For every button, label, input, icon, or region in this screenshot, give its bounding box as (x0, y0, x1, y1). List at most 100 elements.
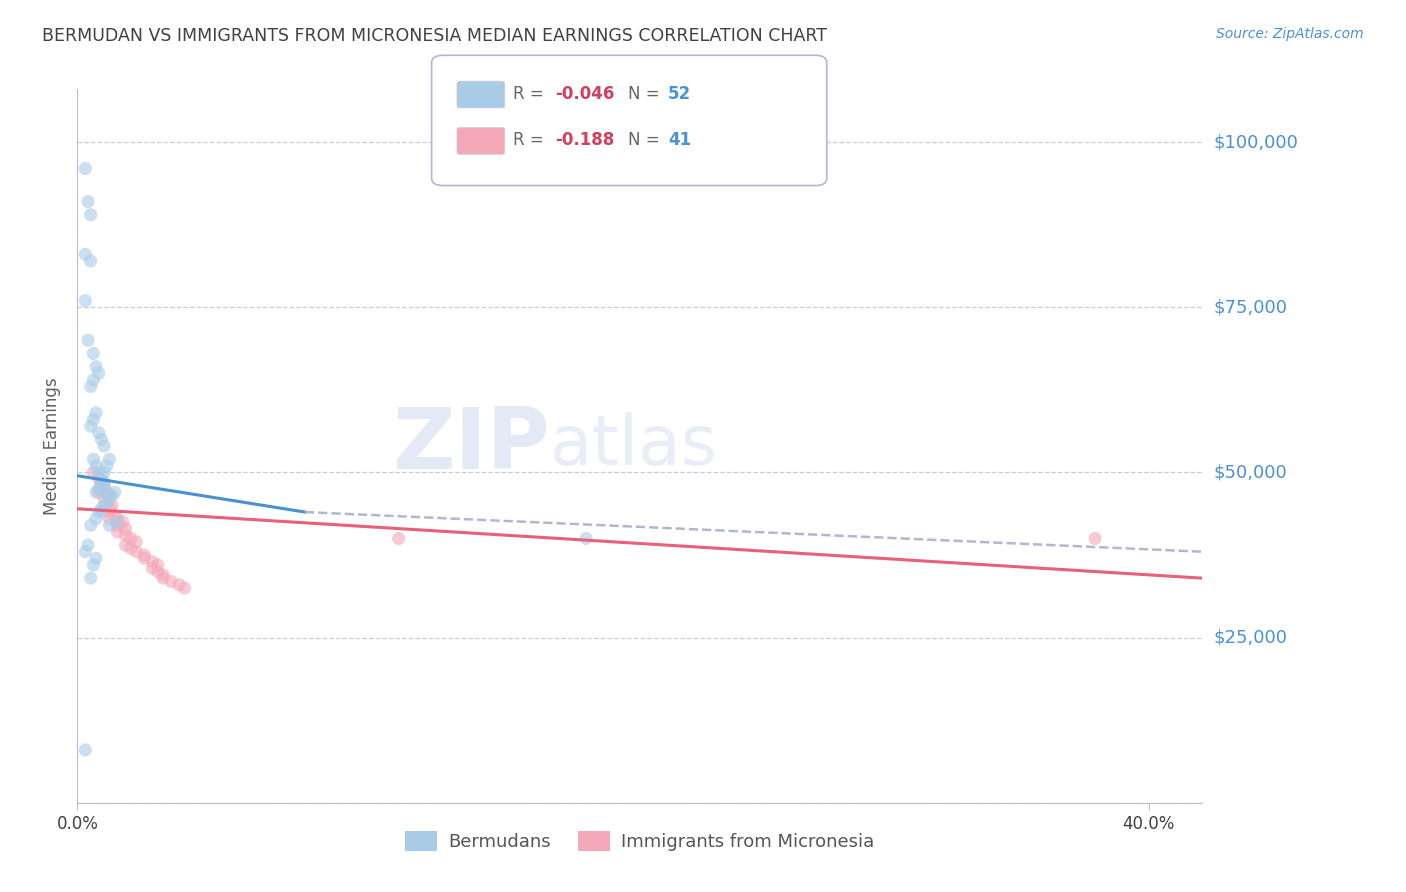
Point (90, 433, 112, 447)
Point (98, 452, 121, 467)
Point (120, 532, 142, 546)
Point (146, 565, 169, 579)
Point (82, 412, 104, 426)
Point (93, 466, 115, 480)
Point (96, 485, 118, 500)
Point (80, 254, 103, 268)
Point (90, 501, 112, 516)
Point (93, 475, 115, 490)
Point (107, 524, 129, 539)
Point (82, 452, 104, 467)
Point (111, 515, 134, 529)
Point (134, 548, 156, 562)
Text: -0.188: -0.188 (555, 131, 614, 149)
Text: BERMUDAN VS IMMIGRANTS FROM MICRONESIA MEDIAN EARNINGS CORRELATION CHART: BERMUDAN VS IMMIGRANTS FROM MICRONESIA M… (42, 27, 827, 45)
Point (141, 555, 163, 569)
Point (134, 551, 156, 566)
Point (107, 515, 129, 529)
Point (84, 511, 107, 525)
Point (75, 293, 97, 308)
Text: N =: N = (628, 85, 665, 103)
Point (1084, 532, 1107, 546)
Point (114, 528, 136, 542)
Text: $50,000: $50,000 (1213, 464, 1286, 482)
Point (93, 478, 115, 492)
Point (87, 485, 110, 500)
Point (93, 505, 115, 519)
Point (107, 518, 129, 533)
Point (96, 458, 118, 473)
Point (84, 551, 107, 566)
Text: atlas: atlas (550, 412, 717, 480)
Legend: Bermudans, Immigrants from Micronesia: Bermudans, Immigrants from Micronesia (398, 823, 882, 858)
Point (84, 359, 107, 374)
Point (152, 567, 174, 582)
Point (82, 558, 104, 572)
Point (80, 379, 103, 393)
Text: 41: 41 (668, 131, 690, 149)
Point (114, 538, 136, 552)
Point (98, 489, 121, 503)
Point (388, 532, 411, 546)
Point (93, 439, 115, 453)
Point (146, 558, 169, 572)
Point (80, 571, 103, 585)
Point (84, 458, 107, 473)
Point (98, 491, 121, 506)
Point (98, 511, 121, 525)
Point (84, 406, 107, 420)
Point (141, 561, 163, 575)
Point (82, 373, 104, 387)
Point (87, 505, 110, 519)
Point (160, 574, 183, 589)
Text: 52: 52 (668, 85, 690, 103)
Point (125, 534, 148, 549)
Text: N =: N = (628, 131, 665, 149)
Y-axis label: Median Earnings: Median Earnings (44, 377, 62, 515)
Point (101, 499, 124, 513)
Point (87, 367, 110, 381)
Text: -0.046: -0.046 (555, 85, 614, 103)
Text: R =: R = (513, 131, 550, 149)
Point (80, 518, 103, 533)
Point (104, 508, 127, 523)
Point (77, 538, 100, 552)
Point (87, 472, 110, 486)
Text: $75,000: $75,000 (1213, 298, 1288, 317)
Point (173, 581, 195, 595)
Point (80, 208, 103, 222)
Point (75, 161, 97, 176)
Text: $25,000: $25,000 (1213, 629, 1288, 647)
Point (98, 518, 121, 533)
Point (77, 194, 100, 209)
Point (152, 571, 174, 585)
Point (98, 501, 121, 516)
Point (104, 485, 127, 500)
Point (575, 532, 598, 546)
Point (93, 491, 115, 506)
Point (82, 346, 104, 360)
Point (77, 333, 100, 347)
Text: $100,000: $100,000 (1213, 133, 1298, 151)
Point (80, 419, 103, 434)
Point (167, 578, 190, 592)
Point (90, 478, 112, 492)
Point (82, 466, 104, 480)
Point (90, 472, 112, 486)
Point (107, 511, 129, 525)
Point (96, 495, 118, 509)
Text: Source: ZipAtlas.com: Source: ZipAtlas.com (1216, 27, 1364, 41)
Point (87, 425, 110, 440)
Text: ZIP: ZIP (392, 404, 550, 488)
Point (75, 545, 97, 559)
Point (90, 475, 112, 490)
Point (75, 743, 97, 757)
Point (87, 466, 110, 480)
Point (87, 482, 110, 496)
Point (93, 499, 115, 513)
Point (93, 478, 115, 492)
Point (125, 545, 148, 559)
Point (75, 247, 97, 261)
Text: R =: R = (513, 85, 550, 103)
Point (120, 541, 142, 556)
